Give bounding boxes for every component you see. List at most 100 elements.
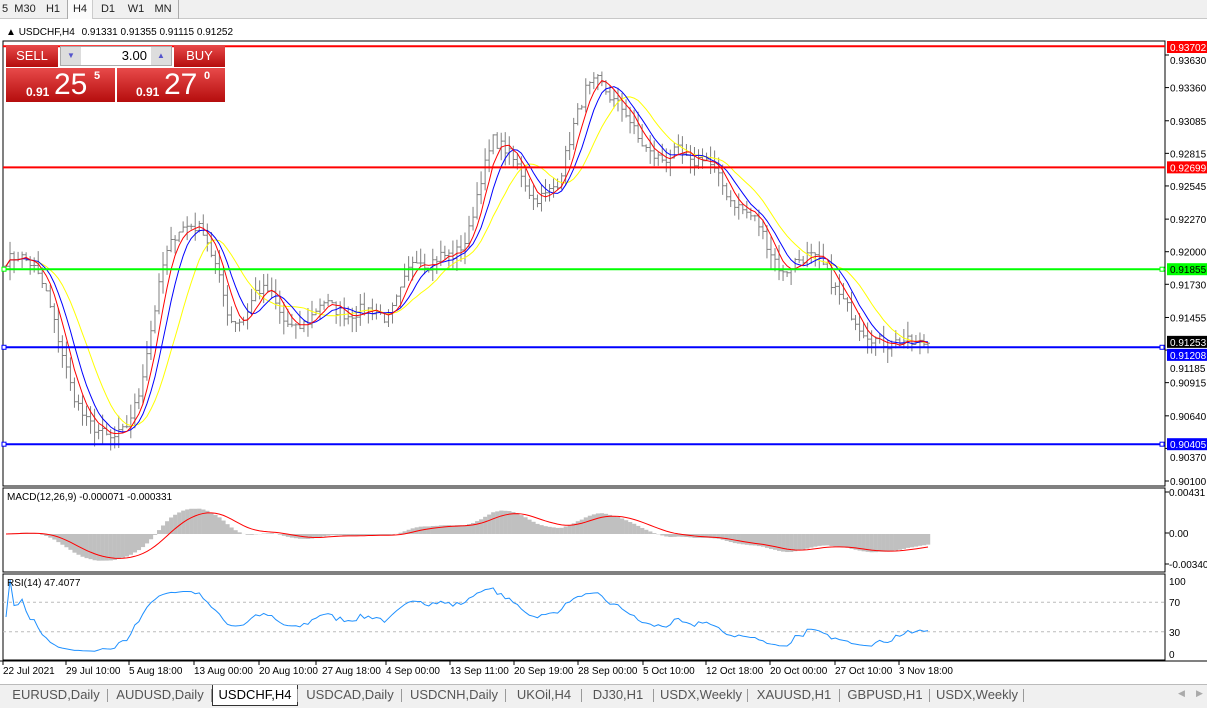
tab-dj30-h1[interactable]: DJ30,H1 [592, 687, 644, 702]
macd-histogram-bar [789, 534, 794, 552]
decrease-lot-button[interactable]: ▼ [61, 47, 81, 65]
level-price-label: 0.93702 [1170, 43, 1207, 54]
tab-usdcnh-daily[interactable]: USDCNH,Daily [409, 687, 499, 702]
ohlc-bar [80, 395, 85, 426]
scroll-right-icon[interactable]: ▶ [1196, 688, 1203, 698]
macd-histogram-bar [217, 517, 222, 534]
tab-usdx-weekly[interactable]: USDX,Weekly [935, 687, 1019, 702]
macd-histogram-bar [865, 534, 870, 552]
macd-histogram-bar [72, 534, 77, 553]
collapse-triangle-icon[interactable]: ▲ [6, 27, 16, 38]
current-price-label: 0.91253 [1170, 338, 1207, 349]
macd-histogram-bar [144, 534, 150, 544]
ohlc-bar [76, 394, 81, 411]
sell-price-button[interactable]: 0.91 25 5 [6, 68, 115, 102]
buy-button[interactable]: BUY [174, 45, 225, 67]
ohlc-bar [652, 140, 657, 167]
time-axis-label: 27 Oct 10:00 [835, 666, 893, 677]
level-price-tag [1167, 161, 1207, 174]
timeframe-h4[interactable]: H4 [67, 0, 93, 19]
macd-histogram-bar [483, 516, 488, 534]
timeframe-w1[interactable]: W1 [127, 3, 145, 15]
timeframe-m30[interactable]: M30 [14, 3, 36, 15]
price-axis-label: 0.92545 [1170, 182, 1207, 193]
macd-histogram-bar [744, 534, 750, 545]
tab-usdx-weekly[interactable]: USDX,Weekly [659, 687, 743, 702]
macd-histogram-bar [156, 530, 162, 534]
macd-histogram-bar [551, 527, 556, 534]
time-axis-label: 20 Oct 00:00 [770, 666, 828, 677]
time-axis-label: 5 Oct 10:00 [643, 666, 695, 677]
macd-histogram-bar [708, 534, 713, 539]
macd-histogram-bar [495, 511, 500, 534]
macd-histogram-bar [777, 534, 782, 551]
macd-histogram-bar [829, 534, 834, 547]
macd-histogram-bar [205, 510, 210, 534]
macd-histogram-bar [249, 534, 254, 535]
lot-size-stepper[interactable]: ▼ 3.00 ▲ [60, 46, 172, 66]
tab-separator [107, 689, 108, 702]
timeframe-toolbar: 5 M30 H1 H4 D1 W1 MN [0, 0, 1207, 19]
ohlc-bar [479, 171, 484, 205]
macd-histogram-bar [595, 513, 601, 534]
ohlc-bar [740, 203, 745, 215]
ohlc-bar [491, 134, 496, 155]
ohlc-bar [595, 74, 600, 91]
ohlc-bar [475, 182, 480, 220]
tab-separator [581, 689, 582, 702]
timeframe-h1[interactable]: H1 [45, 3, 61, 15]
time-axis-label: 3 Nov 18:00 [899, 666, 953, 677]
timeframe-d1[interactable]: D1 [100, 3, 116, 15]
ohlc-bar [467, 215, 472, 248]
macd-histogram-bar [817, 534, 822, 546]
price-axis-label: 0.90370 [1170, 453, 1207, 464]
tab-usdchf-h4[interactable]: USDCHF,H4 [212, 685, 298, 706]
time-axis-label: 28 Sep 00:00 [578, 666, 638, 677]
ohlc-bar [201, 214, 206, 236]
tab-eurusd-daily[interactable]: EURUSD,Daily [12, 687, 100, 702]
macd-histogram [8, 508, 931, 561]
sell-button[interactable]: SELL [6, 45, 58, 67]
time-axis-label: 20 Sep 19:00 [514, 666, 574, 677]
tab-audusd-daily[interactable]: AUDUSD,Daily [116, 687, 204, 702]
macd-histogram-bar [579, 519, 584, 534]
macd-histogram-bar [700, 534, 705, 538]
ohlc-bar [849, 291, 854, 321]
chart-canvas[interactable]: 0.93702 0.93630 0.93360 0.93085 0.92815 0.926… [0, 20, 1207, 684]
timeframe-mn[interactable]: MN [154, 3, 172, 15]
ohlc-bar [692, 147, 697, 176]
ohlc-bar [350, 307, 355, 333]
ohlc-bar [161, 251, 166, 294]
tab-usdcad-daily[interactable]: USDCAD,Daily [306, 687, 394, 702]
macd-histogram-bar [869, 534, 874, 553]
timeframe-m5[interactable]: 5 [1, 3, 9, 15]
macd-histogram-bar [358, 534, 363, 536]
chart-window[interactable]: 0.93702 0.93630 0.93360 0.93085 0.92815 0.926… [0, 20, 1207, 684]
macd-histogram-bar [80, 534, 85, 557]
ohlc-bar [136, 388, 141, 410]
rsi-axis-label: 0 [1169, 650, 1175, 661]
tab-gbpusd-h1[interactable]: GBPUSD,H1 [847, 687, 923, 702]
macd-histogram-bar [511, 512, 516, 534]
macd-histogram-bar [857, 534, 862, 551]
scroll-left-icon[interactable]: ◀ [1178, 688, 1185, 698]
level-price-tag [1167, 41, 1207, 53]
macd-histogram-bar [104, 534, 109, 561]
buy-price-button[interactable]: 0.91 27 0 [117, 68, 225, 102]
macd-histogram-bar [338, 534, 343, 536]
macd-histogram-bar [845, 534, 850, 548]
macd-histogram-bar [503, 510, 508, 534]
macd-histogram-bar [632, 523, 637, 534]
ohlc-bar [813, 252, 818, 267]
tab-ukoil-h4[interactable]: UKOil,H4 [516, 687, 572, 702]
ohlc-bar [402, 263, 407, 288]
lot-size-input[interactable]: 3.00 [121, 48, 147, 63]
macd-histogram-bar [462, 524, 468, 534]
tab-xauusd-h1[interactable]: XAUUSD,H1 [756, 687, 832, 702]
macd-histogram-bar [893, 534, 898, 551]
increase-lot-button[interactable]: ▲ [151, 47, 171, 65]
ohlc-bar [781, 264, 786, 281]
macd-histogram-bar [366, 534, 371, 535]
macd-histogram-bar [555, 527, 560, 534]
macd-histogram-bar [712, 534, 717, 539]
